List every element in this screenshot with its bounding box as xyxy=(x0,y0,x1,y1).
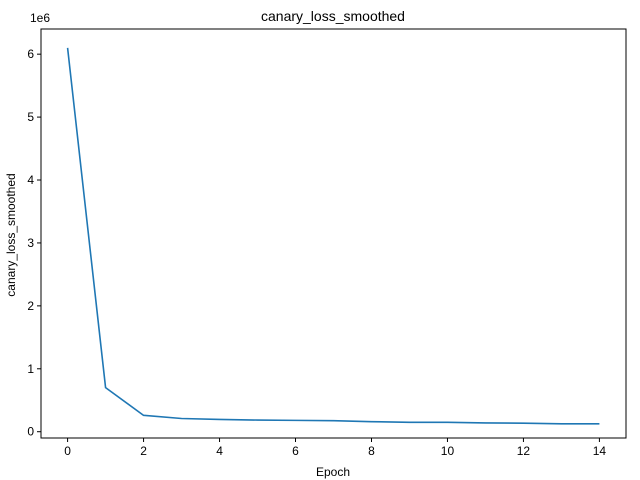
chart-title: canary_loss_smoothed xyxy=(261,8,405,24)
x-tick-label: 2 xyxy=(140,444,147,458)
x-tick-label: 12 xyxy=(517,444,531,458)
y-tick-label: 5 xyxy=(27,110,34,124)
y-axis-label: canary_loss_smoothed xyxy=(4,173,18,296)
x-tick-label: 10 xyxy=(441,444,455,458)
y-axis-offset-label: 1e6 xyxy=(30,11,50,25)
y-tick-label: 6 xyxy=(27,47,34,61)
x-tick-label: 4 xyxy=(216,444,223,458)
x-tick-label: 14 xyxy=(593,444,607,458)
x-tick-label: 0 xyxy=(64,444,71,458)
series-line xyxy=(66,47,600,425)
y-tick-label: 4 xyxy=(27,173,34,187)
x-tick-label: 6 xyxy=(292,444,299,458)
y-tick-label: 2 xyxy=(27,299,34,313)
y-tick-label: 0 xyxy=(27,425,34,439)
plot-frame xyxy=(40,28,627,439)
x-axis-label: Epoch xyxy=(316,465,350,479)
y-tick-label: 1 xyxy=(27,362,34,376)
y-tick-label: 3 xyxy=(27,236,34,250)
x-tick-label: 8 xyxy=(368,444,375,458)
